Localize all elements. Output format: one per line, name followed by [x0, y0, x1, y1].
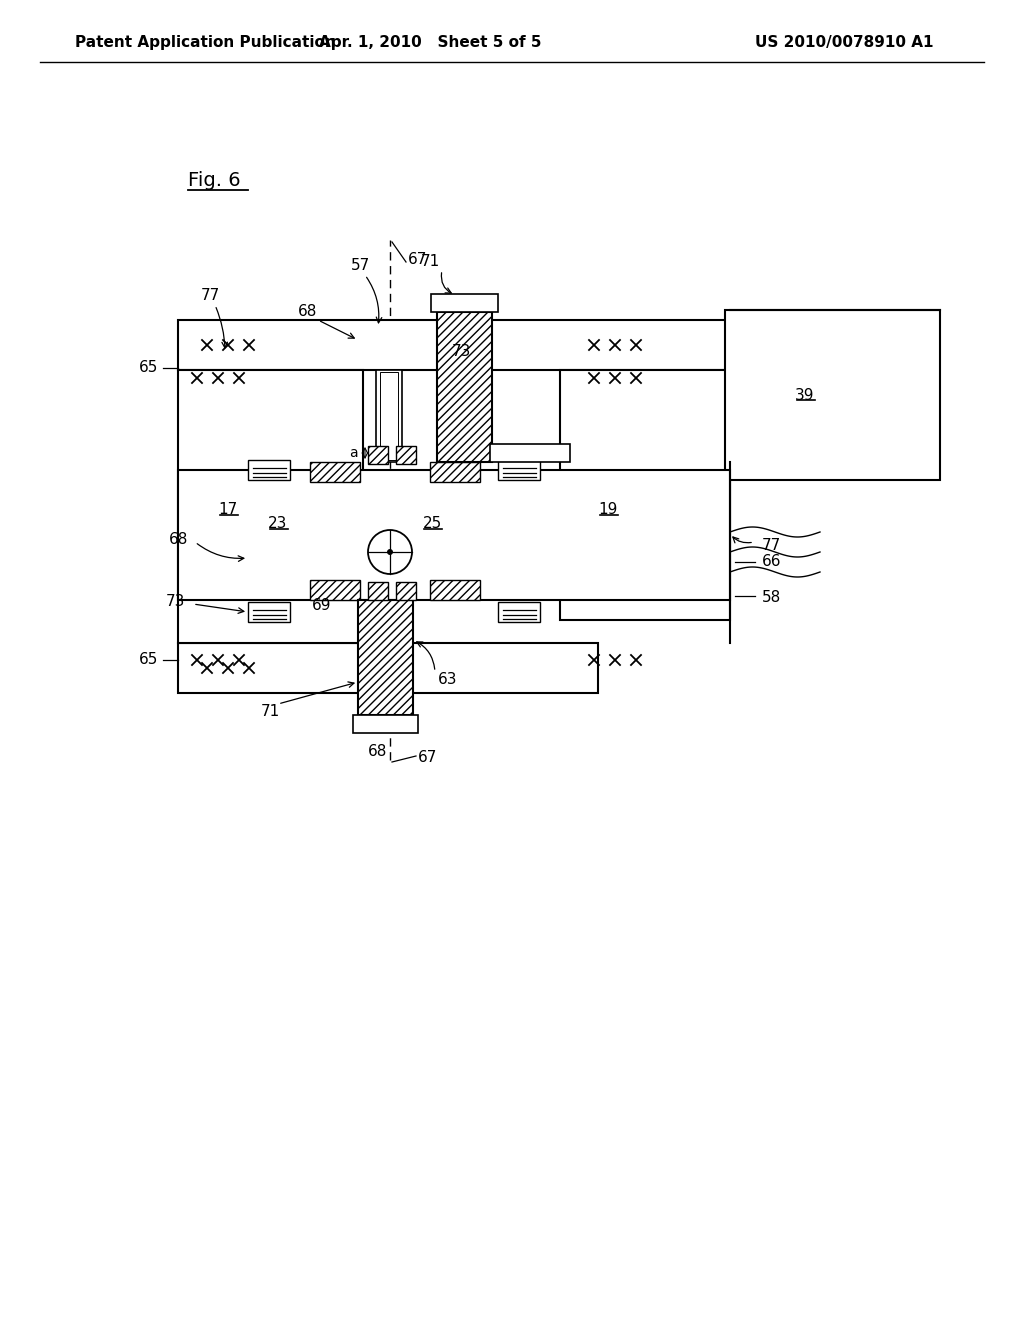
Text: a: a	[349, 446, 358, 459]
Bar	[376, 370, 402, 462]
Text: 67: 67	[418, 751, 437, 766]
Bar	[248, 602, 290, 622]
Bar	[433, 296, 496, 310]
Bar	[430, 462, 480, 482]
Bar	[355, 717, 416, 731]
Bar	[368, 582, 388, 601]
Bar	[430, 579, 480, 601]
Text: Patent Application Publication: Patent Application Publication	[75, 34, 336, 49]
Bar	[396, 582, 416, 601]
Text: 65: 65	[138, 360, 158, 375]
Text: 39: 39	[796, 388, 815, 403]
Text: 58: 58	[762, 590, 781, 606]
Bar	[396, 446, 416, 465]
Text: 67: 67	[408, 252, 427, 268]
Bar	[431, 294, 498, 312]
Bar	[437, 312, 492, 462]
Text: 77: 77	[201, 288, 219, 302]
Text: 23: 23	[268, 516, 288, 532]
Bar	[178, 643, 598, 693]
Text: 71: 71	[421, 255, 440, 269]
Text: 68: 68	[369, 744, 388, 759]
Bar	[178, 370, 362, 643]
Bar	[498, 602, 540, 622]
Text: 73: 73	[166, 594, 185, 610]
Text: 71: 71	[260, 705, 280, 719]
Text: 57: 57	[350, 257, 370, 272]
Text: 19: 19	[598, 503, 617, 517]
Text: 66: 66	[762, 554, 781, 569]
Bar	[178, 470, 730, 601]
Text: 68: 68	[298, 305, 317, 319]
Bar	[178, 319, 730, 370]
Text: 63: 63	[438, 672, 458, 688]
Bar	[358, 601, 413, 715]
Text: 69: 69	[312, 598, 332, 612]
Bar	[310, 579, 360, 601]
Text: 17: 17	[218, 503, 238, 517]
Text: Apr. 1, 2010   Sheet 5 of 5: Apr. 1, 2010 Sheet 5 of 5	[318, 34, 542, 49]
Circle shape	[387, 549, 393, 554]
Text: 68: 68	[169, 532, 188, 548]
Text: 73: 73	[452, 345, 471, 359]
Text: US 2010/0078910 A1: US 2010/0078910 A1	[755, 34, 934, 49]
Bar	[310, 462, 360, 482]
Bar	[353, 715, 418, 733]
Text: Fig. 6: Fig. 6	[188, 170, 241, 190]
Text: 77: 77	[762, 537, 781, 553]
Text: 25: 25	[422, 516, 441, 532]
Bar	[560, 370, 730, 620]
Bar	[380, 372, 398, 459]
Bar	[725, 310, 940, 480]
Bar	[492, 446, 568, 459]
Bar	[248, 459, 290, 480]
Text: 65: 65	[138, 652, 158, 668]
Bar	[368, 446, 388, 465]
Bar	[490, 444, 570, 462]
Bar	[498, 459, 540, 480]
